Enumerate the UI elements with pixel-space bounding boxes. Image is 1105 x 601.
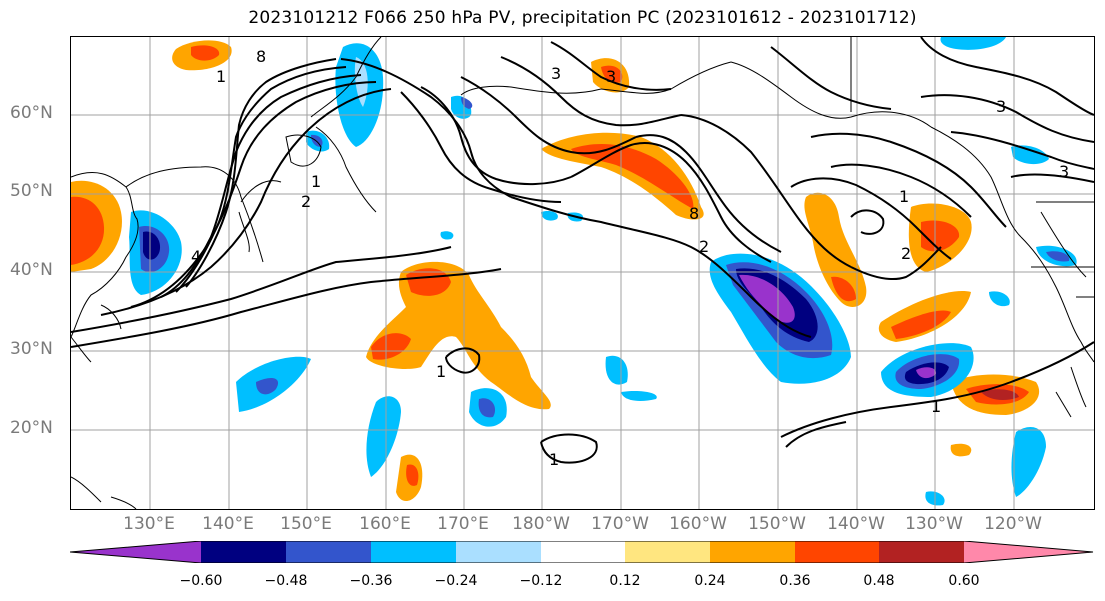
lat-label-40n: 40°N xyxy=(10,260,53,280)
colorbar xyxy=(70,541,1094,563)
colorbar-tick: 0.36 xyxy=(779,573,811,589)
colorbar-tick: 0.24 xyxy=(694,573,726,589)
contour-label: 3 xyxy=(996,97,1006,116)
colorbar-tick: 0.48 xyxy=(863,573,895,589)
colorbar-tick: 0.12 xyxy=(609,573,641,589)
lon-label-150e: 150°E xyxy=(280,514,332,534)
contour-label: 4 xyxy=(191,247,201,266)
coastlines xyxy=(71,37,1094,509)
precip-shading xyxy=(71,37,1077,506)
contour-label: 2 xyxy=(699,237,709,256)
contour-label: 1 xyxy=(436,362,446,381)
colorbar-swatch xyxy=(710,541,795,563)
contour-label: 8 xyxy=(689,204,699,223)
contour-label: 1 xyxy=(899,187,909,206)
map-canvas: 8 1 2 3 4 8 1 2 3 1 1 1 2 3 3 1 xyxy=(71,37,1094,509)
lon-label-160e: 160°E xyxy=(359,514,411,534)
grid-lines xyxy=(71,37,1094,509)
colorbar-swatch xyxy=(541,541,625,563)
lon-label-170e: 170°E xyxy=(437,514,489,534)
contour-label: 3 xyxy=(606,67,616,86)
lon-label-180w: 180°W xyxy=(512,514,570,534)
colorbar-low-extend xyxy=(70,541,201,563)
colorbar-tick: −0.48 xyxy=(264,573,308,589)
colorbar-tick: −0.24 xyxy=(434,573,478,589)
colorbar-high-extend xyxy=(964,541,1093,563)
lon-label-120w: 120°W xyxy=(984,514,1042,534)
lon-label-140e: 140°E xyxy=(202,514,254,534)
lon-label-140w: 140°W xyxy=(827,514,885,534)
colorbar-tick: −0.60 xyxy=(179,573,223,589)
lon-label-150w: 150°W xyxy=(748,514,806,534)
colorbar-swatch xyxy=(795,541,879,563)
colorbar-outline xyxy=(70,541,1094,563)
colorbar-tick: 0.60 xyxy=(948,573,980,589)
contour-label: 3 xyxy=(1059,162,1069,181)
map-title: 2023101212 F066 250 hPa PV, precipitatio… xyxy=(248,8,917,28)
lon-label-130e: 130°E xyxy=(123,514,175,534)
map-panel: 8 1 2 3 4 8 1 2 3 1 1 1 2 3 3 1 xyxy=(70,36,1095,510)
contour-label: 1 xyxy=(549,450,559,469)
lon-label-160w: 160°W xyxy=(669,514,727,534)
contour-label: 8 xyxy=(256,47,266,66)
lat-label-50n: 50°N xyxy=(10,181,53,201)
colorbar-tick: −0.12 xyxy=(519,573,563,589)
pv-contours xyxy=(71,37,1094,464)
lat-label-60n: 60°N xyxy=(10,103,53,123)
contour-label: 1 xyxy=(311,172,321,191)
colorbar-swatch xyxy=(879,541,964,563)
contour-label: 1 xyxy=(931,397,941,416)
contour-label: 3 xyxy=(551,64,561,83)
colorbar-swatch xyxy=(286,541,371,563)
colorbar-swatch xyxy=(456,541,541,563)
contour-label: 2 xyxy=(901,244,911,263)
colorbar-swatch xyxy=(625,541,710,563)
lon-label-130w: 130°W xyxy=(905,514,963,534)
contour-label: 1 xyxy=(216,67,226,86)
colorbar-tick: −0.36 xyxy=(349,573,393,589)
contour-label: 2 xyxy=(301,192,311,211)
colorbar-swatch xyxy=(201,541,286,563)
lon-label-170w: 170°W xyxy=(591,514,649,534)
colorbar-swatch xyxy=(371,541,456,563)
lat-label-20n: 20°N xyxy=(10,418,53,438)
lat-label-30n: 30°N xyxy=(10,339,53,359)
